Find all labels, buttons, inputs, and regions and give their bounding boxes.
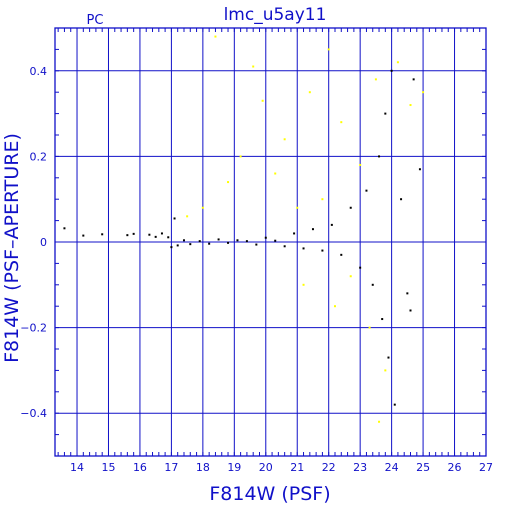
data-point [101, 233, 104, 236]
x-tick-label: 14 [70, 461, 84, 474]
data-point [214, 35, 217, 38]
data-point [296, 206, 299, 209]
x-tick-label: 27 [479, 461, 493, 474]
data-point [378, 155, 381, 158]
y-tick-label: −0.4 [20, 407, 47, 420]
x-tick-label: 22 [322, 461, 336, 474]
data-point [283, 245, 286, 248]
data-point [261, 99, 264, 102]
x-tick-label: 24 [385, 461, 399, 474]
data-point [349, 206, 352, 209]
x-tick-label: 21 [290, 461, 304, 474]
data-point [274, 172, 277, 175]
data-point [308, 91, 311, 94]
x-tick-label: 19 [227, 461, 241, 474]
data-point [252, 65, 255, 68]
data-point [154, 235, 157, 238]
data-point [182, 239, 185, 242]
data-point [148, 233, 151, 236]
x-tick-label: 15 [101, 461, 115, 474]
x-axis-title: F814W (PSF) [209, 483, 330, 505]
y-axis-title: F814W (PSF–APERTURE) [1, 133, 23, 363]
data-point [396, 61, 399, 64]
data-point [274, 239, 277, 242]
data-point [340, 253, 343, 256]
data-point [189, 243, 192, 246]
data-point [409, 104, 412, 107]
data-point [327, 48, 330, 51]
data-point [63, 227, 66, 230]
data-point [217, 238, 220, 241]
data-point [198, 240, 201, 243]
data-point [82, 234, 85, 237]
data-point [173, 217, 176, 220]
data-point [302, 283, 305, 286]
data-point [236, 239, 239, 242]
data-point [170, 246, 173, 249]
data-point [387, 356, 390, 359]
data-point [227, 181, 230, 184]
chart-title: lmc_u5ay11 [224, 5, 327, 25]
data-point [418, 168, 421, 171]
y-tick-label: −0.2 [20, 322, 47, 335]
data-point [340, 121, 343, 124]
data-point [186, 215, 189, 218]
data-point [422, 91, 425, 94]
data-point [176, 244, 179, 247]
data-point [126, 234, 129, 237]
data-point [409, 309, 412, 312]
data-point [283, 138, 286, 141]
data-point [381, 318, 384, 321]
x-tick-label: 26 [448, 461, 462, 474]
x-tick-label: 25 [416, 461, 430, 474]
data-point [390, 69, 393, 72]
data-point [201, 206, 204, 209]
corner-label: PC [87, 13, 104, 28]
data-point [321, 198, 324, 201]
data-point [374, 78, 377, 81]
data-point [368, 326, 371, 329]
data-point [378, 420, 381, 423]
data-point [384, 112, 387, 115]
x-tick-label: 23 [353, 461, 367, 474]
data-point [264, 236, 267, 239]
x-tick-label: 20 [259, 461, 273, 474]
x-tick-label: 16 [133, 461, 147, 474]
data-point [302, 247, 305, 250]
data-point [371, 283, 374, 286]
data-point [393, 403, 396, 406]
data-point [359, 163, 362, 166]
data-point [255, 243, 258, 246]
x-tick-label: 17 [164, 461, 178, 474]
data-point [245, 240, 248, 243]
data-point [167, 236, 170, 239]
data-point [239, 155, 242, 158]
data-point [400, 198, 403, 201]
data-point [349, 275, 352, 278]
data-point [227, 241, 230, 244]
x-tick-label: 18 [196, 461, 210, 474]
data-point [293, 232, 296, 235]
data-point [384, 369, 387, 372]
data-point [132, 232, 135, 235]
axis-ticks: 14 15 16 17 18 19 20 21 22 23 24 25 26 27 0.4 0.2 0 −0.2 −… [20, 27, 493, 474]
data-point [406, 292, 409, 295]
data-points [63, 35, 425, 423]
data-point [365, 189, 368, 192]
data-point [321, 249, 324, 252]
y-tick-label: 0.2 [30, 150, 48, 163]
data-point [330, 223, 333, 226]
data-point [359, 266, 362, 269]
data-point [412, 78, 415, 81]
data-point [311, 228, 314, 231]
y-tick-label: 0 [40, 236, 47, 249]
y-tick-label: 0.4 [30, 65, 48, 78]
data-point [208, 242, 211, 245]
data-point [333, 305, 336, 308]
grid-lines [55, 28, 486, 456]
data-point [160, 232, 163, 235]
